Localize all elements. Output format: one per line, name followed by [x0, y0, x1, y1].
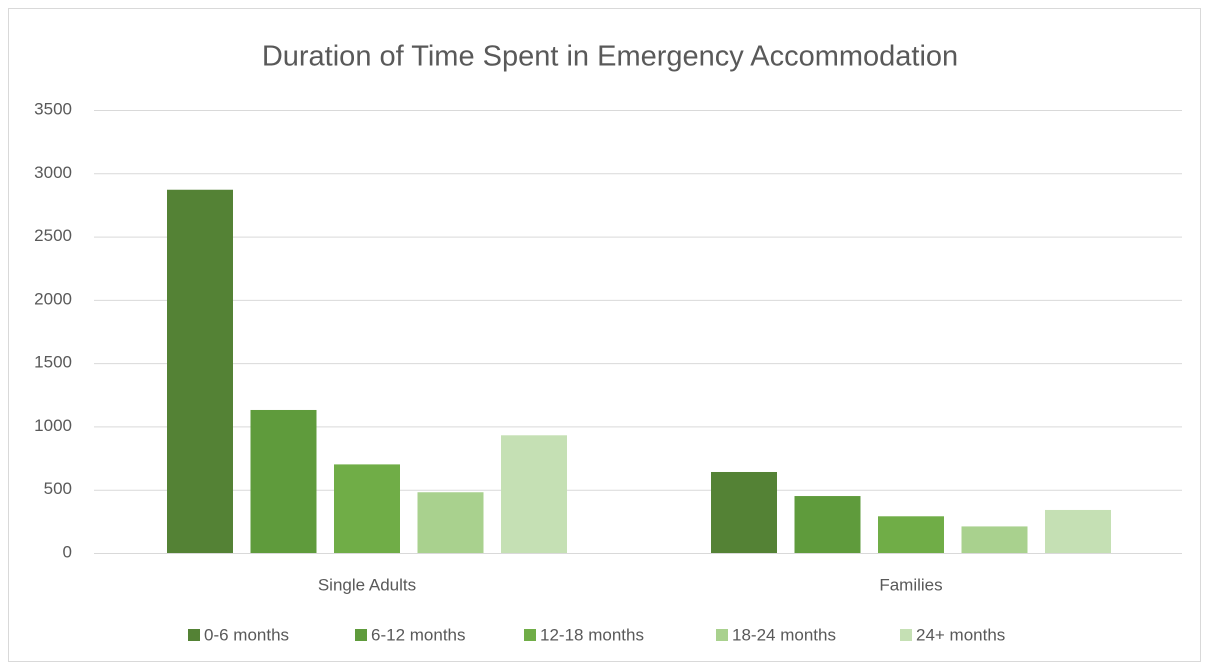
y-tick-label: 2000 — [34, 289, 72, 308]
bar — [1045, 509, 1111, 553]
legend-label: 18-24 months — [732, 625, 836, 644]
bar — [711, 471, 777, 553]
legend-label: 24+ months — [916, 625, 1005, 644]
bar — [794, 496, 861, 553]
x-tick-label: Single Adults — [318, 575, 416, 594]
bar — [878, 516, 944, 553]
chart-title: Duration of Time Spent in Emergency Acco… — [262, 41, 958, 73]
y-tick-label: 0 — [63, 542, 72, 561]
bar — [501, 435, 567, 553]
bar — [417, 492, 484, 553]
y-tick-label: 1500 — [34, 353, 72, 372]
legend-swatch — [355, 629, 367, 641]
bar — [334, 464, 400, 553]
legend-swatch — [900, 629, 912, 641]
legend-label: 12-18 months — [540, 625, 644, 644]
y-tick-label: 3000 — [34, 163, 72, 182]
x-tick-label: Families — [879, 575, 942, 594]
bar — [167, 189, 233, 554]
y-tick-label: 2500 — [34, 226, 72, 245]
bar — [961, 526, 1028, 553]
bar — [250, 409, 317, 553]
legend-swatch — [716, 629, 728, 641]
legend-label: 0-6 months — [204, 625, 289, 644]
legend-swatch — [524, 629, 536, 641]
y-tick-label: 500 — [44, 479, 72, 498]
y-tick-label: 1000 — [34, 416, 72, 435]
y-tick-label: 3500 — [34, 99, 72, 118]
legend-swatch — [188, 629, 200, 641]
legend-label: 6-12 months — [371, 625, 466, 644]
